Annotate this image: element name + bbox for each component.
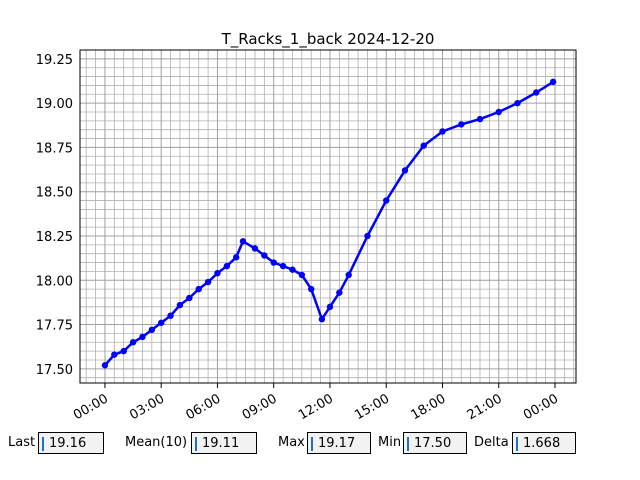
data-point xyxy=(514,99,521,107)
data-point xyxy=(336,289,343,296)
data-point xyxy=(214,269,221,277)
data-point xyxy=(549,78,557,86)
stat-box[interactable]: 17.50 xyxy=(403,432,467,454)
data-point xyxy=(101,362,109,369)
data-point xyxy=(239,238,247,245)
x-tick-label: 15:00 xyxy=(352,391,392,423)
x-tick-label: 03:00 xyxy=(127,391,167,423)
data-point xyxy=(129,339,137,346)
y-tick-label: 18.25 xyxy=(36,230,73,245)
y-tick-label: 19.25 xyxy=(36,53,73,68)
data-point xyxy=(289,266,296,273)
data-point xyxy=(476,115,484,123)
x-tick-label: 18:00 xyxy=(409,391,449,423)
data-point xyxy=(495,108,502,116)
stat-box[interactable]: 19.17 xyxy=(307,432,371,454)
y-tick-label: 17.75 xyxy=(36,319,73,334)
chart-title: T_Racks_1_back 2024-12-20 xyxy=(221,30,435,49)
data-point xyxy=(326,303,334,311)
data-point xyxy=(270,259,277,266)
x-tick-label: 00:00 xyxy=(521,391,561,423)
data-point xyxy=(308,285,315,293)
stat-label: Min xyxy=(378,435,402,450)
data-point xyxy=(195,285,202,293)
data-point xyxy=(139,333,146,341)
stat-label: Mean(10) xyxy=(125,435,188,450)
x-tick-label: 06:00 xyxy=(184,391,224,423)
series-line xyxy=(104,80,554,367)
stat-label: Max xyxy=(278,435,305,450)
data-point xyxy=(204,278,212,286)
data-point xyxy=(279,262,287,270)
data-point xyxy=(298,271,306,279)
data-point xyxy=(167,312,174,319)
data-point xyxy=(120,347,127,355)
data-point xyxy=(233,254,240,261)
data-point xyxy=(401,167,409,174)
stat-label: Delta xyxy=(474,435,509,450)
data-point xyxy=(251,245,259,252)
data-point xyxy=(176,301,184,309)
data-point xyxy=(111,351,118,358)
stat-box[interactable]: 19.16 xyxy=(38,432,104,454)
stat-box[interactable]: 19.11 xyxy=(191,432,257,454)
data-point xyxy=(261,252,268,259)
y-tick-label: 17.50 xyxy=(36,363,73,378)
data-point xyxy=(148,326,156,334)
x-tick-label: 00:00 xyxy=(71,391,111,423)
plot-frame xyxy=(79,49,577,384)
x-tick-label: 21:00 xyxy=(465,391,505,423)
y-tick-label: 19.00 xyxy=(36,97,73,112)
chart: T_Racks_1_back 2024-12-20 17.50 17.75 18.0… xyxy=(36,30,577,423)
data-point xyxy=(345,271,352,279)
y-tick-label: 18.50 xyxy=(36,186,73,201)
data-point xyxy=(458,121,465,128)
y-tick-label: 18.75 xyxy=(36,141,73,156)
data-point xyxy=(420,142,427,149)
data-point xyxy=(364,232,371,240)
x-tick-label: 12:00 xyxy=(296,391,336,423)
data-point xyxy=(157,319,165,326)
data-point xyxy=(318,316,326,323)
data-point xyxy=(439,128,446,135)
data-point xyxy=(223,262,231,270)
stat-box[interactable]: 1.668 xyxy=(512,432,576,454)
stat-label: Last xyxy=(8,435,36,450)
data-point xyxy=(383,197,390,204)
y-tick-label: 18.00 xyxy=(36,274,73,289)
data-point xyxy=(533,89,540,96)
data-point xyxy=(186,294,193,302)
x-tick-label: 09:00 xyxy=(240,391,280,423)
